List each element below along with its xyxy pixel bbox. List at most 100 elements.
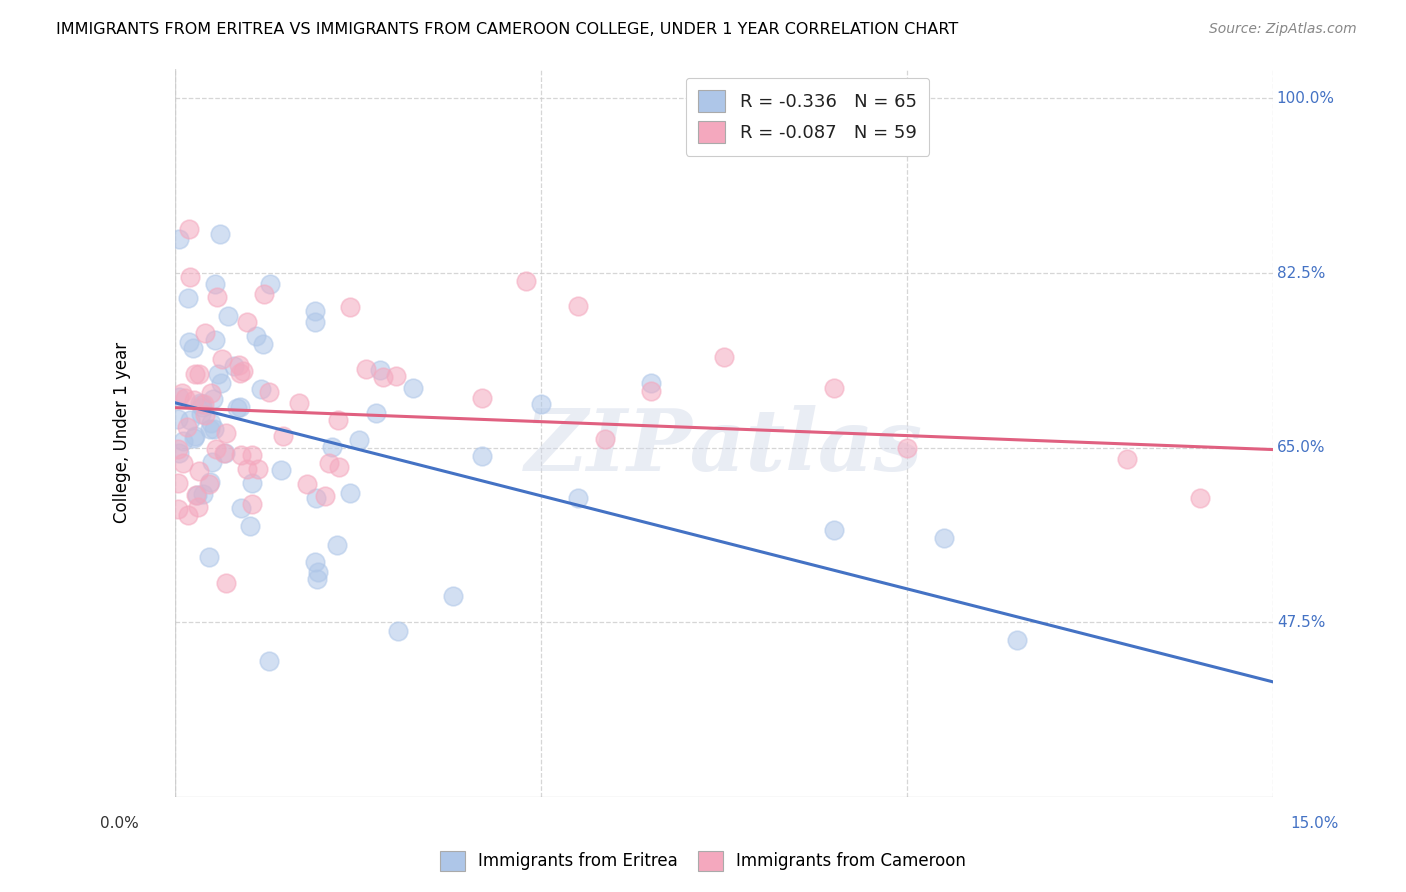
Point bbox=[187, 367, 209, 381]
Point bbox=[207, 367, 229, 381]
Point bbox=[167, 442, 190, 457]
Point bbox=[205, 442, 228, 456]
Point bbox=[373, 370, 395, 384]
Point bbox=[235, 462, 257, 476]
Point bbox=[304, 304, 326, 318]
Point bbox=[167, 412, 190, 426]
Point bbox=[197, 549, 219, 564]
Point bbox=[172, 456, 194, 470]
Text: 47.5%: 47.5% bbox=[1277, 615, 1326, 630]
Point bbox=[167, 476, 190, 491]
Point bbox=[198, 422, 221, 436]
Text: 0.0%: 0.0% bbox=[100, 816, 139, 831]
Point bbox=[226, 401, 249, 415]
Point bbox=[231, 501, 253, 516]
Point bbox=[184, 367, 207, 381]
Point bbox=[183, 431, 205, 445]
Point bbox=[229, 366, 252, 380]
Point bbox=[387, 624, 409, 639]
Point bbox=[228, 400, 250, 414]
Point bbox=[193, 397, 215, 411]
Point bbox=[640, 376, 662, 391]
Point bbox=[257, 654, 280, 668]
Point bbox=[201, 455, 224, 469]
Text: IMMIGRANTS FROM ERITREA VS IMMIGRANTS FROM CAMEROON COLLEGE, UNDER 1 YEAR CORREL: IMMIGRANTS FROM ERITREA VS IMMIGRANTS FR… bbox=[56, 22, 959, 37]
Point bbox=[205, 290, 228, 304]
Point bbox=[304, 491, 326, 505]
Point bbox=[198, 475, 221, 489]
Point bbox=[197, 477, 219, 491]
Point bbox=[247, 462, 270, 476]
Point bbox=[222, 359, 245, 373]
Legend: R = -0.336   N = 65, R = -0.087   N = 59: R = -0.336 N = 65, R = -0.087 N = 59 bbox=[686, 78, 929, 156]
Text: Source: ZipAtlas.com: Source: ZipAtlas.com bbox=[1209, 22, 1357, 37]
Text: 65.0%: 65.0% bbox=[1277, 440, 1326, 455]
Point bbox=[253, 287, 276, 301]
Text: 82.5%: 82.5% bbox=[1277, 266, 1326, 280]
Point bbox=[167, 446, 190, 460]
Point bbox=[471, 449, 494, 463]
Point bbox=[239, 518, 262, 533]
Point bbox=[177, 291, 200, 305]
Point bbox=[326, 538, 349, 552]
Point bbox=[288, 396, 311, 410]
Legend: Immigrants from Eritrea, Immigrants from Cameroon: Immigrants from Eritrea, Immigrants from… bbox=[432, 842, 974, 880]
Point bbox=[202, 422, 225, 436]
Point bbox=[183, 393, 205, 408]
Point bbox=[515, 274, 537, 288]
Point bbox=[314, 489, 336, 503]
Point bbox=[167, 232, 190, 246]
Point bbox=[187, 500, 209, 514]
Point bbox=[172, 434, 194, 448]
Point bbox=[326, 413, 349, 427]
Point bbox=[328, 459, 350, 474]
Point bbox=[167, 502, 190, 516]
Point bbox=[177, 508, 200, 522]
Point bbox=[364, 405, 387, 419]
Point bbox=[177, 334, 200, 349]
Point bbox=[215, 426, 238, 441]
Point bbox=[191, 401, 214, 415]
Point bbox=[208, 227, 231, 241]
Point bbox=[471, 391, 494, 405]
Point bbox=[240, 475, 263, 490]
Point bbox=[271, 428, 294, 442]
Point bbox=[304, 315, 326, 329]
Point bbox=[567, 491, 589, 505]
Point bbox=[305, 572, 328, 586]
Point bbox=[252, 336, 274, 351]
Point bbox=[184, 488, 207, 502]
Point bbox=[401, 381, 423, 395]
Point bbox=[188, 396, 211, 410]
Point bbox=[307, 565, 329, 579]
Point bbox=[186, 488, 208, 502]
Point bbox=[713, 350, 735, 364]
Point bbox=[240, 448, 263, 462]
Point bbox=[339, 485, 361, 500]
Point bbox=[640, 384, 662, 398]
Point bbox=[200, 385, 222, 400]
Point bbox=[181, 341, 204, 355]
Point bbox=[191, 397, 214, 411]
Point bbox=[209, 376, 232, 390]
Point bbox=[204, 333, 226, 347]
Point bbox=[385, 368, 408, 383]
Point bbox=[347, 433, 370, 447]
Point bbox=[179, 412, 201, 426]
Point bbox=[368, 362, 391, 376]
Point bbox=[214, 446, 236, 460]
Point bbox=[270, 463, 292, 477]
Point bbox=[321, 441, 343, 455]
Point bbox=[295, 476, 318, 491]
Point bbox=[204, 277, 226, 291]
Point bbox=[228, 358, 250, 372]
Point bbox=[179, 269, 201, 284]
Point bbox=[318, 456, 340, 470]
Point bbox=[896, 441, 918, 455]
Point bbox=[169, 390, 191, 404]
Text: College, Under 1 year: College, Under 1 year bbox=[112, 342, 131, 524]
Point bbox=[257, 384, 280, 399]
Point bbox=[567, 299, 589, 313]
Point bbox=[214, 576, 236, 591]
Point bbox=[214, 446, 236, 460]
